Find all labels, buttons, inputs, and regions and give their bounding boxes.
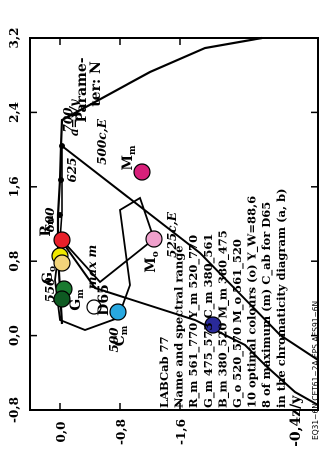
wavelength-label-600: 600 — [43, 207, 57, 233]
legend-line-5: G_o 520_570 M_o 561_520 — [230, 239, 245, 408]
curve-label-525cE: 525c,E — [165, 211, 179, 258]
a-tick-label: 1,6 — [7, 176, 21, 197]
wavelength-label-550: 550 — [43, 277, 57, 303]
footer-code: EQ31−6N CET61−2A EPS AES91−6N — [311, 301, 320, 440]
parameter-label-1: Parame- — [74, 57, 90, 122]
wavelength-dot — [58, 177, 64, 183]
colour-point-b-m — [204, 316, 222, 334]
colour-point-g-m2 — [53, 290, 71, 308]
locus-500cE — [61, 145, 319, 361]
label-d65: D65 — [96, 284, 112, 316]
parameter-label-2: ter: N — [88, 61, 104, 107]
label-gm: Gm — [68, 289, 86, 311]
wavelength-dot — [57, 212, 63, 218]
legend-line-6: 10 optimal colours (o) Y_W=88,6 — [245, 196, 260, 408]
legend-line-1: Name and spectral range — [172, 245, 186, 408]
a-tick-label: 2,4 — [7, 102, 21, 123]
curve-label-500cE: 500c,E — [95, 118, 109, 165]
colour-point-m-m — [133, 163, 151, 181]
label-cm: Cm — [112, 325, 130, 346]
a-tick-label: 3,2 — [7, 28, 21, 49]
colour-point-c-m — [109, 303, 127, 321]
label-mo: Mo — [143, 251, 161, 273]
wavelength-dot — [59, 143, 65, 149]
a-tick-label: 0,0 — [7, 325, 21, 346]
legend-line-7: 8 of maximum (m) C_ab for D65 — [259, 202, 274, 408]
label-rm: Rm — [38, 215, 56, 237]
label-mm: Mm — [120, 145, 138, 171]
colour-point-d65-w — [86, 299, 102, 315]
colour-point-g-o — [53, 254, 71, 272]
colour-point-r-m — [53, 231, 71, 249]
wavelength-label-625: 625 — [65, 157, 79, 182]
a-axis-label: a=x/y — [67, 99, 81, 136]
legend-line-0: LABCab 77 — [157, 336, 171, 408]
b-axis-label: b=-0,4z/y — [288, 395, 304, 446]
a-tick-label: -0,8 — [7, 397, 21, 423]
b-tick-label: -0,8 — [114, 419, 128, 445]
colour-point-m-o — [145, 230, 163, 248]
wavelength-label-700: 700 — [61, 107, 75, 133]
b-tick-label: -1,6 — [174, 419, 188, 445]
a-tick-label: 0,8 — [7, 251, 21, 272]
locus-inner — [59, 146, 63, 241]
legend-line-3: G_m 475_573 C_m 380_561 — [201, 234, 216, 408]
max-m-label: max m — [85, 245, 99, 290]
plot-frame — [29, 37, 319, 411]
b-tick-label: 0,0 — [54, 422, 68, 443]
spectral-locus — [56, 36, 263, 325]
label-go: Go — [40, 266, 58, 284]
max-chroma-line — [60, 239, 319, 406]
legend-line-2: R_m 561_770 Y_m 520_770 — [186, 235, 201, 408]
legend-line-8: in the chromaticity diagram (a, b) — [274, 189, 288, 408]
legend-line-4: B_m 380_520 M_m 380_475 — [215, 230, 230, 408]
wavelength-label-500: 500 — [107, 327, 121, 353]
